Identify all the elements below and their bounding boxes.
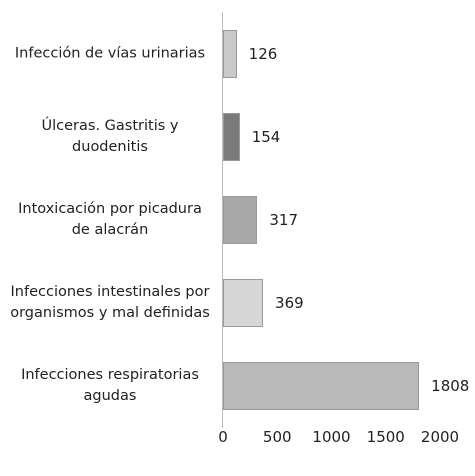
x-tick-label: 500 — [262, 428, 292, 446]
bar — [223, 279, 264, 328]
category-label: Infección de vías urinarias — [14, 45, 206, 62]
value-label: 369 — [275, 294, 304, 313]
category-label: Infecciones intestinales por organismos … — [10, 284, 210, 322]
bar — [223, 196, 258, 244]
category-label: Infecciones respiratorias agudas — [21, 367, 199, 405]
x-tick-label: 2000 — [420, 428, 460, 446]
category-label: Intoxicación por picadura de alacrán — [18, 201, 202, 238]
category-label: Úlceras. Gastritis y duodenitis — [41, 117, 179, 155]
bar — [223, 29, 237, 78]
bar — [223, 112, 240, 161]
value-label: 1808 — [431, 377, 470, 396]
x-tick-label: 1500 — [366, 428, 405, 446]
x-tick-label: 1000 — [312, 428, 351, 446]
value-label: 154 — [251, 127, 281, 146]
bar — [223, 362, 420, 411]
y-axis — [222, 12, 223, 428]
value-label: 126 — [248, 44, 278, 63]
x-tick-label: 0 — [218, 428, 228, 446]
value-label: 317 — [269, 211, 299, 229]
